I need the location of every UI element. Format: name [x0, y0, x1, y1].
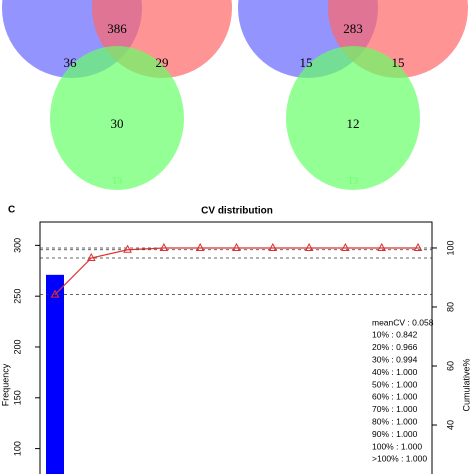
- cumulative-point: [377, 242, 387, 251]
- cumulative-point: [413, 242, 423, 251]
- cumulative-point: [232, 242, 241, 251]
- y2-axis-label: Cumulative%: [461, 358, 471, 411]
- cumulative-point: [123, 244, 132, 253]
- venn-set-label: T3: [112, 176, 122, 186]
- venn-set: [50, 46, 184, 190]
- annotation-line: 100% : 1.000: [372, 441, 422, 451]
- y-tick-label: 300: [12, 238, 22, 253]
- venn-count: 29: [156, 55, 169, 70]
- cumulative-point: [268, 242, 278, 251]
- annotation-line: >100% : 1.000: [372, 454, 427, 464]
- y2-tick-label: 80: [445, 302, 455, 312]
- y-axis-label: Frequency: [0, 363, 10, 406]
- venn-count: 15: [392, 55, 405, 70]
- y-tick-label: 250: [12, 289, 22, 304]
- cumulative-line: [54, 247, 418, 296]
- chart-title: CV distribution: [201, 206, 273, 217]
- annotation-line: 20% : 0.966: [372, 342, 418, 352]
- annotation-line: 90% : 1.000: [372, 429, 418, 439]
- cumulative-point: [86, 252, 96, 261]
- annotation-line: 30% : 0.994: [372, 354, 418, 364]
- y-tick-label: 100: [12, 441, 22, 456]
- y-tick-label: 200: [12, 339, 22, 354]
- cumulative-point: [50, 289, 60, 298]
- annotation-line: 60% : 1.000: [372, 392, 418, 402]
- annotation-line: meanCV : 0.058: [372, 317, 434, 327]
- annotation-line: 40% : 1.000: [372, 367, 418, 377]
- annotation-line: 10% : 0.842: [372, 330, 418, 340]
- venn-count: 386: [107, 21, 127, 36]
- annotation-line: 80% : 1.000: [372, 416, 418, 426]
- bar: [46, 274, 64, 474]
- venn-count: 30: [111, 116, 124, 131]
- annotation-line: 70% : 1.000: [372, 404, 418, 414]
- y-tick-label: 150: [12, 390, 22, 405]
- cumulative-point: [195, 242, 205, 251]
- venn-set: [286, 46, 420, 190]
- annotation-line: 50% : 1.000: [372, 379, 418, 389]
- venn-count: 36: [64, 55, 78, 70]
- plot-frame: [39, 221, 433, 474]
- panel-label: C: [8, 205, 15, 216]
- cumulative-point: [341, 242, 350, 251]
- cumulative-point: [159, 242, 169, 251]
- y2-tick-label: 100: [445, 240, 455, 255]
- y2-tick-label: 40: [445, 420, 455, 430]
- venn-count: 283: [343, 21, 363, 36]
- venn-count: 12: [347, 116, 360, 131]
- venn-set-label: T3: [348, 176, 358, 186]
- cumulative-point: [304, 242, 314, 251]
- venn-count: 15: [300, 55, 313, 70]
- y2-tick-label: 60: [445, 361, 455, 371]
